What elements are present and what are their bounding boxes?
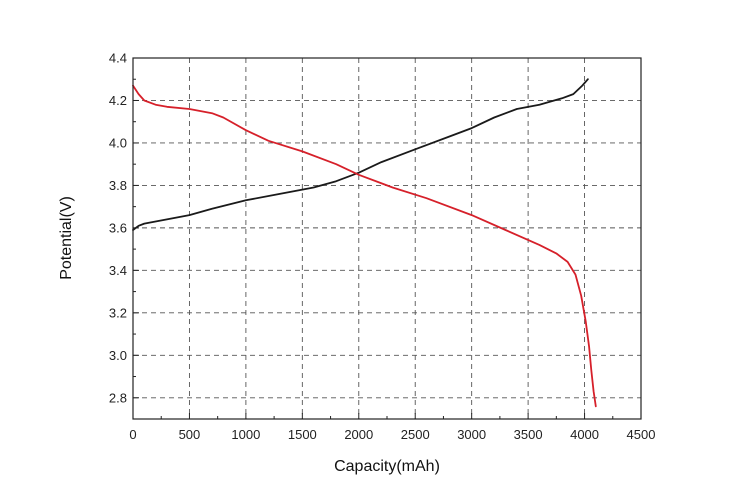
x-tick-label: 0 [129,427,136,442]
x-tick-label: 3500 [514,427,543,442]
plot-background [133,58,641,419]
y-tick-label: 3.2 [109,305,127,320]
x-tick-label: 2000 [344,427,373,442]
x-tick-label: 2500 [401,427,430,442]
ticks: 0 500 1000 1500 2000 2500 3000 3500 4000 4500 2.8 3… [109,51,656,443]
x-tick-label: 1500 [288,427,317,442]
x-axis-title: Capacity(mAh) [334,458,440,475]
y-tick-label: 3.6 [109,220,127,235]
y-tick-label: 3.8 [109,178,127,193]
x-tick-label: 500 [179,427,201,442]
y-tick-label: 4.4 [109,51,127,66]
y-tick-label: 3.4 [109,263,127,278]
y-tick-label: 4.2 [109,93,127,108]
x-tick-label: 1000 [231,427,260,442]
series-line-2 [132,84,597,408]
x-tick-label: 3000 [457,427,486,442]
x-tick-label: 4500 [627,427,656,442]
y-axis-title: Potential(V) [58,196,75,280]
series-line-1 [132,78,589,231]
series-layer [132,78,597,408]
y-tick-label: 4.0 [109,135,127,150]
x-tick-label: 4000 [570,427,599,442]
y-tick-label: 3.0 [109,348,127,363]
y-tick-label: 2.8 [109,390,127,405]
